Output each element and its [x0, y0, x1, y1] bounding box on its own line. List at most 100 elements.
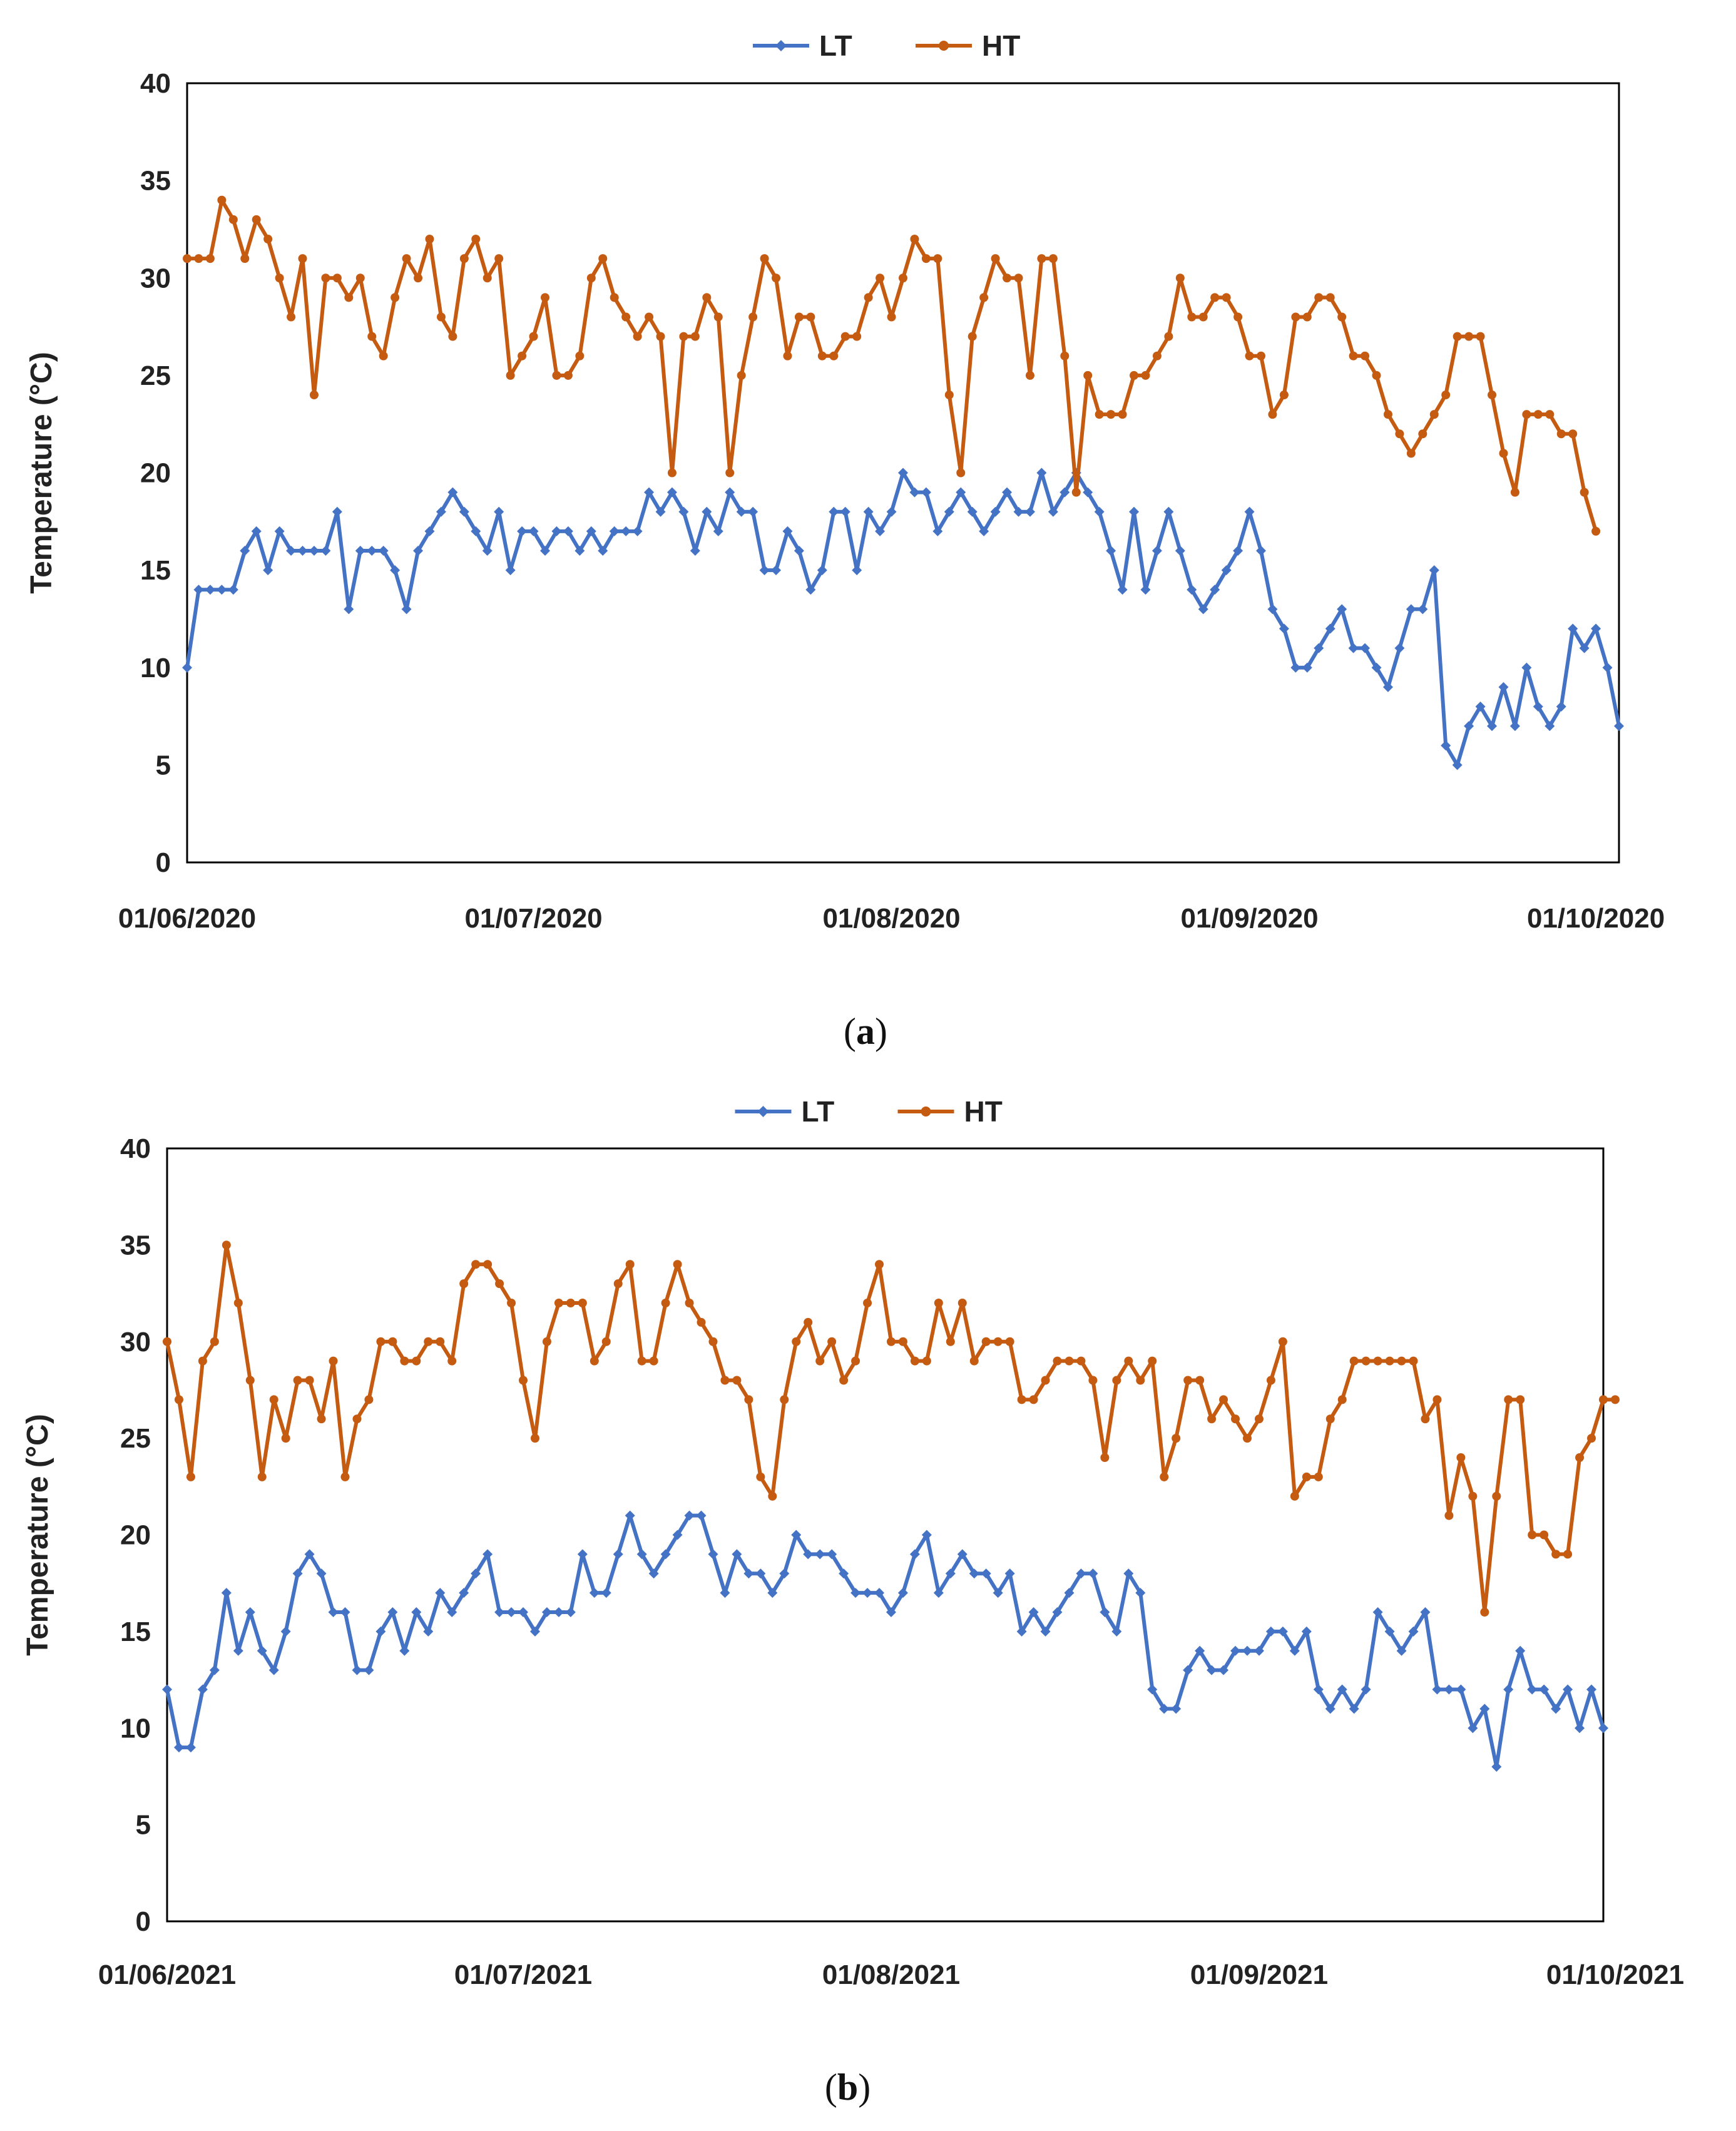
- caption-close: ): [858, 2067, 871, 2108]
- data-point-ht: [1136, 1376, 1145, 1385]
- data-point-ht: [459, 1279, 469, 1289]
- data-point-lt: [1064, 1588, 1075, 1598]
- data-point-ht: [1464, 332, 1474, 341]
- data-point-lt: [932, 526, 943, 536]
- data-point-lt: [648, 1568, 659, 1579]
- data-point-ht: [1456, 1453, 1466, 1462]
- data-point-lt: [1013, 506, 1024, 517]
- data-point-ht: [610, 293, 619, 302]
- data-point-lt: [993, 1588, 1003, 1598]
- data-point-lt: [375, 1626, 386, 1637]
- data-point-ht: [507, 1299, 516, 1307]
- data-point-ht: [1164, 332, 1173, 341]
- data-point-lt: [233, 1645, 243, 1656]
- data-point-lt: [274, 526, 285, 536]
- data-point-ht: [1476, 332, 1485, 341]
- panel-caption: (b): [825, 2067, 871, 2108]
- data-point-ht: [656, 332, 665, 341]
- data-point-ht: [217, 195, 227, 205]
- data-point-lt: [553, 1607, 564, 1617]
- legend: LT HT: [753, 29, 1020, 62]
- data-point-lt: [565, 1607, 576, 1617]
- data-point-ht: [400, 1356, 409, 1366]
- data-point-ht: [459, 254, 469, 263]
- data-point-lt: [1076, 1568, 1086, 1579]
- data-point-ht: [1003, 273, 1012, 283]
- data-point-ht: [183, 254, 191, 263]
- data-point-ht: [586, 273, 596, 283]
- data-point-lt: [332, 506, 342, 517]
- data-point-lt: [447, 487, 458, 498]
- data-point-ht: [563, 370, 573, 380]
- data-point-ht: [344, 293, 354, 302]
- data-point-ht: [1397, 1356, 1406, 1366]
- data-point-ht: [1291, 312, 1300, 322]
- data-point-lt: [1464, 721, 1474, 732]
- data-point-ht: [1141, 370, 1150, 380]
- data-point-ht: [1587, 1434, 1596, 1443]
- data-point-lt: [1230, 1645, 1241, 1656]
- data-point-lt: [518, 1607, 529, 1617]
- data-point-ht: [483, 273, 492, 283]
- data-point-ht: [1409, 1356, 1418, 1366]
- data-point-ht: [756, 1472, 765, 1481]
- data-point-lt: [696, 1510, 707, 1521]
- data-point-lt: [251, 526, 262, 536]
- data-point-lt: [551, 526, 562, 536]
- y-tick-label: 5: [136, 1810, 151, 1841]
- data-point-ht: [1337, 1395, 1347, 1404]
- data-point-lt: [197, 1684, 208, 1695]
- data-point-ht: [355, 273, 365, 283]
- y-axis-title: Temperature (°C): [25, 352, 58, 593]
- data-point-lt: [909, 487, 920, 498]
- data-point-ht: [649, 1356, 658, 1366]
- data-point-ht: [1268, 410, 1277, 419]
- y-tick-label: 15: [140, 555, 171, 586]
- data-point-lt: [1406, 604, 1416, 615]
- data-point-lt: [794, 546, 804, 556]
- data-point-lt: [886, 1607, 896, 1617]
- data-point-lt: [666, 487, 677, 498]
- data-point-ht: [298, 254, 307, 263]
- data-point-ht: [1231, 1414, 1240, 1424]
- data-point-lt: [286, 546, 297, 556]
- data-point-ht: [352, 1414, 362, 1424]
- data-point-ht: [1279, 391, 1289, 399]
- data-point-ht: [269, 1395, 278, 1404]
- data-point-ht: [1222, 293, 1231, 302]
- data-point-ht: [1453, 332, 1462, 341]
- data-point-ht: [1325, 293, 1335, 302]
- data-point-ht: [414, 273, 423, 283]
- data-point-ht: [1029, 1395, 1038, 1404]
- x-tick-label: 01/07/2021: [454, 1960, 592, 1990]
- data-point-lt: [505, 565, 516, 576]
- data-point-ht: [685, 1299, 694, 1307]
- data-point-lt: [829, 506, 839, 517]
- data-point-lt: [636, 1549, 647, 1560]
- data-point-ht: [174, 1395, 183, 1404]
- data-point-ht: [1130, 370, 1139, 380]
- data-point-lt: [1432, 1684, 1442, 1695]
- data-point-lt: [779, 1568, 790, 1579]
- y-tick-label: 35: [120, 1230, 151, 1260]
- data-point-ht: [1290, 1491, 1299, 1501]
- data-point-ht: [391, 293, 400, 302]
- data-point-lt: [933, 1588, 944, 1598]
- data-point-ht: [1418, 429, 1427, 439]
- data-point-ht: [554, 1299, 563, 1307]
- data-point-lt: [1265, 1626, 1276, 1637]
- data-point-ht: [794, 312, 804, 322]
- data-point-ht: [425, 235, 434, 243]
- y-tick-label: 10: [140, 653, 171, 683]
- data-point-lt: [1337, 1684, 1347, 1695]
- data-point-lt: [990, 506, 1001, 517]
- data-point-ht: [737, 370, 746, 380]
- data-point-ht: [1025, 370, 1034, 380]
- data-point-lt: [957, 1549, 968, 1560]
- data-point-ht: [864, 293, 873, 302]
- data-point-lt: [1337, 604, 1347, 615]
- data-point-ht: [205, 254, 215, 263]
- data-point-ht: [575, 351, 585, 360]
- data-point-lt: [221, 1588, 232, 1598]
- data-point-ht: [1302, 1472, 1311, 1481]
